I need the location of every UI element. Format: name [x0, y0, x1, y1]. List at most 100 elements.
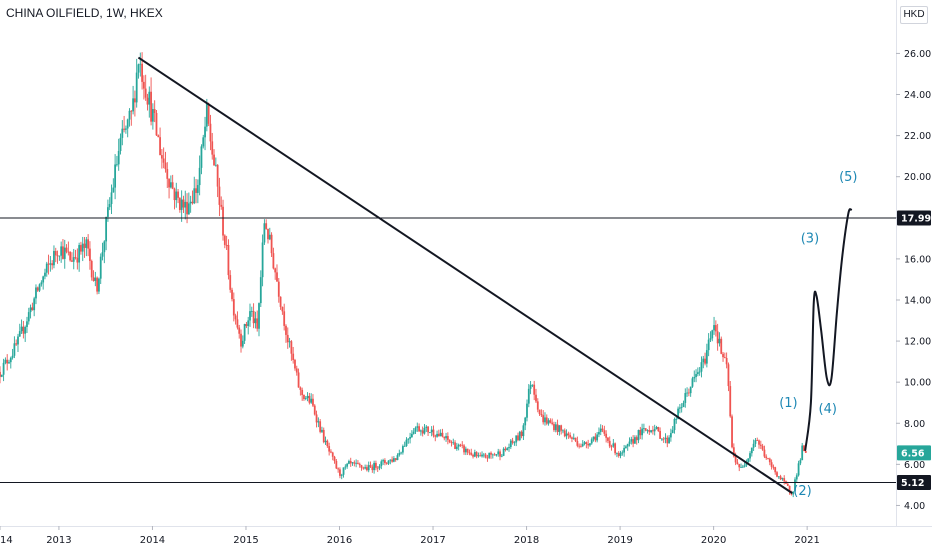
candle-body — [634, 437, 636, 444]
candle-body — [482, 454, 485, 456]
candle-body — [101, 252, 104, 257]
candle-body — [286, 334, 289, 343]
candle-body — [610, 446, 613, 448]
y-tick-label: 12.00 — [904, 337, 931, 348]
candle-body — [98, 278, 100, 292]
candle-body — [421, 430, 424, 434]
candle-body — [803, 445, 805, 451]
candle-body — [121, 128, 124, 138]
candle-body — [168, 178, 170, 188]
candle-body — [175, 191, 178, 201]
candle-body — [707, 339, 710, 351]
candle-body — [794, 479, 796, 492]
candle-body — [562, 430, 564, 432]
candle-body — [367, 465, 370, 471]
candle-body — [29, 307, 32, 313]
x-tick-label: 2016 — [327, 535, 352, 546]
candle-body — [99, 256, 102, 279]
candle-body — [274, 268, 277, 273]
candle-body — [653, 428, 656, 432]
candle-body — [254, 318, 257, 324]
candle-body — [522, 425, 525, 437]
candle-body — [178, 197, 181, 210]
candle-body — [17, 336, 19, 345]
candle-body — [276, 272, 278, 282]
candle-body — [364, 467, 367, 469]
candle-body — [493, 454, 496, 456]
candle-body — [258, 303, 260, 329]
candle-body — [344, 466, 347, 468]
candle-body — [241, 340, 244, 347]
candle-body — [637, 429, 640, 441]
candle-body — [96, 277, 99, 292]
candle-body — [67, 251, 70, 253]
currency-badge[interactable]: HKD — [900, 6, 928, 24]
candle-body — [436, 433, 438, 437]
candle-body — [191, 201, 194, 204]
candle-body — [394, 458, 397, 461]
candle-body — [137, 64, 140, 73]
candle-body — [632, 439, 635, 444]
candle-body — [720, 338, 723, 354]
candle-body — [153, 109, 156, 113]
candle-body — [535, 394, 537, 402]
candle-body — [151, 109, 154, 122]
candle-body — [200, 146, 203, 168]
candle-body — [279, 296, 282, 307]
candle-body — [691, 378, 694, 387]
candle-body — [767, 458, 769, 459]
candle-body — [614, 443, 617, 454]
candle-body — [340, 474, 343, 476]
candle-body — [89, 248, 91, 261]
candle-body — [292, 353, 295, 360]
candle-body — [655, 427, 658, 429]
candle-body — [26, 321, 28, 327]
candle-body — [304, 398, 307, 399]
candle-body — [231, 289, 233, 300]
y-tick-label: 16.00 — [904, 254, 931, 265]
candle-body — [349, 461, 352, 464]
candle-body — [536, 401, 539, 410]
candle-body — [515, 435, 518, 443]
candle-body — [391, 459, 393, 462]
candle-body — [94, 277, 97, 281]
candle-body — [752, 443, 755, 448]
candle-body — [357, 462, 359, 464]
candle-body — [623, 447, 626, 453]
candle-body — [204, 126, 206, 138]
candle-body — [446, 436, 449, 440]
candle-body — [725, 357, 728, 365]
candle-body — [401, 446, 404, 453]
candle-body — [759, 444, 762, 446]
candle-body — [490, 452, 492, 455]
candle-body — [689, 386, 692, 394]
candle-body — [15, 343, 18, 345]
candle-body — [533, 384, 536, 395]
candle-body — [69, 252, 72, 261]
candle-body — [355, 462, 358, 464]
candle-body — [651, 430, 654, 432]
price-label: 5.12 — [901, 478, 924, 489]
candle-body — [232, 299, 235, 316]
candle-body — [8, 362, 10, 364]
candle-body — [245, 324, 248, 327]
candle-body — [132, 98, 134, 112]
x-tick-label: 2021 — [794, 535, 819, 546]
candle-body — [747, 458, 750, 463]
candle-body — [139, 63, 142, 65]
candle-body — [590, 439, 593, 444]
candle-body — [439, 432, 442, 437]
candle-body — [470, 452, 473, 455]
candle-body — [445, 436, 447, 439]
candle-body — [648, 430, 651, 433]
candle-body — [531, 384, 534, 386]
y-tick-label: 6.00 — [904, 460, 925, 471]
candle-body — [713, 325, 715, 331]
candle-body — [366, 467, 368, 471]
candle-body — [740, 467, 742, 468]
candle-body — [511, 440, 514, 443]
candle-body — [150, 91, 152, 122]
candle-body — [299, 387, 302, 390]
